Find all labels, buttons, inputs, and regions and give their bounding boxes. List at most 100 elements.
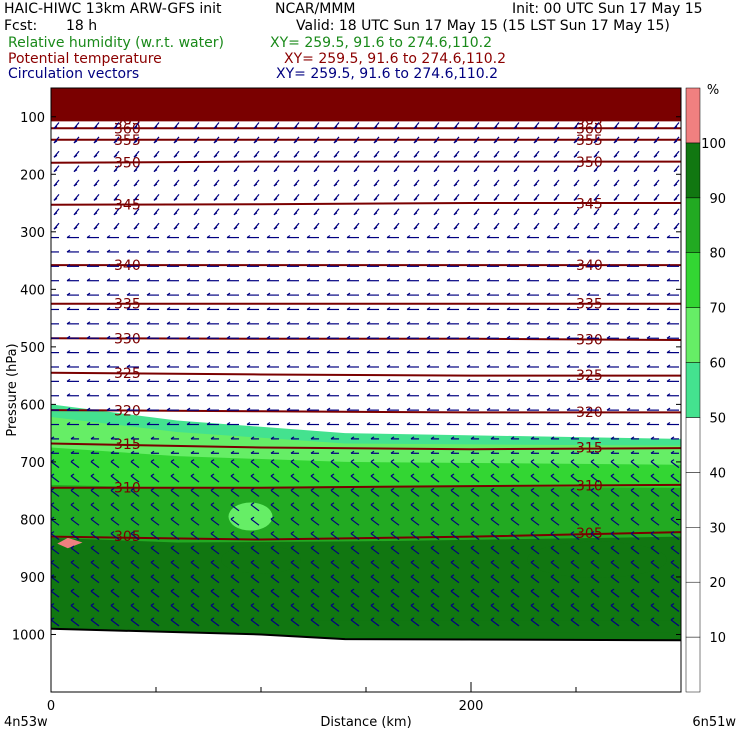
- vector-head: [646, 321, 651, 325]
- vector-head: [593, 154, 598, 158]
- vector-head: [250, 436, 255, 440]
- vector-head: [333, 183, 338, 187]
- vector-layer: [51, 122, 680, 627]
- vector-head: [253, 226, 258, 230]
- vector-head: [266, 364, 271, 368]
- circulation-vector: [250, 475, 260, 483]
- vector-head: [433, 140, 438, 144]
- vector-head: [266, 263, 271, 267]
- vector-head: [266, 335, 271, 339]
- circulation-vector: [250, 547, 260, 555]
- vector-head: [226, 407, 231, 411]
- vector-head: [270, 459, 275, 463]
- vector-head: [590, 516, 595, 520]
- vector-head: [513, 183, 518, 187]
- circulation-vector: [270, 533, 280, 541]
- circulation-vector: [90, 475, 100, 483]
- contour-label: 345: [576, 196, 603, 212]
- circulation-vector: [190, 604, 200, 612]
- vector-head: [466, 350, 471, 354]
- vector-head: [470, 487, 475, 491]
- vector-head: [206, 321, 211, 325]
- vector-head: [286, 407, 291, 411]
- vector-head: [226, 278, 231, 282]
- vector-head: [610, 559, 615, 563]
- circulation-vector: [570, 461, 580, 469]
- vector-head: [130, 588, 135, 592]
- vector-head: [230, 459, 235, 463]
- vector-head: [566, 422, 571, 426]
- circulation-vector: [290, 504, 300, 512]
- vector-head: [493, 197, 498, 201]
- circulation-vector: [630, 475, 640, 483]
- circulation-vector: [170, 504, 180, 512]
- field-vectors-xy: XY= 259.5, 91.6 to 274.6,110.2: [276, 66, 499, 82]
- vector-head: [370, 531, 375, 535]
- vector-head: [106, 422, 111, 426]
- vector-head: [486, 235, 491, 239]
- vector-head: [270, 617, 275, 621]
- vector-head: [306, 306, 311, 310]
- circulation-vector: [450, 461, 460, 469]
- vector-head: [310, 531, 315, 535]
- y-tick-label: 900: [20, 571, 45, 586]
- vector-head: [386, 292, 391, 296]
- circulation-vector: [630, 518, 640, 526]
- vector-head: [206, 306, 211, 310]
- vector-head: [433, 154, 438, 158]
- circulation-vector: [430, 576, 440, 584]
- vector-head: [266, 407, 271, 411]
- vector-head: [473, 154, 478, 158]
- vector-head: [530, 617, 535, 621]
- vector-head: [266, 321, 271, 325]
- vector-head: [186, 249, 191, 253]
- circulation-vector: [370, 576, 380, 584]
- circulation-vector: [310, 504, 320, 512]
- vector-head: [286, 292, 291, 296]
- vector-head: [146, 321, 151, 325]
- vector-head: [230, 487, 235, 491]
- vector-head: [630, 531, 635, 535]
- vector-head: [513, 154, 518, 158]
- vector-head: [406, 378, 411, 382]
- y-tick-label: 200: [20, 168, 45, 183]
- vector-head: [126, 249, 131, 253]
- vector-head: [246, 350, 251, 354]
- vector-head: [606, 321, 611, 325]
- contour-label: 345: [114, 198, 141, 214]
- vector-head: [673, 183, 678, 187]
- vector-head: [326, 235, 331, 239]
- vector-head: [253, 183, 258, 187]
- vector-head: [470, 473, 475, 477]
- vector-head: [86, 278, 91, 282]
- vector-head: [110, 502, 115, 506]
- circulation-vector: [450, 547, 460, 555]
- vector-head: [546, 278, 551, 282]
- vector-head: [550, 459, 555, 463]
- vector-head: [386, 364, 391, 368]
- vector-head: [553, 169, 558, 173]
- vector-head: [450, 450, 455, 454]
- vector-head: [166, 350, 171, 354]
- vector-head: [353, 140, 358, 144]
- circulation-vector: [610, 604, 620, 612]
- vector-head: [673, 226, 678, 230]
- circulation-vector: [670, 504, 680, 512]
- vector-head: [466, 378, 471, 382]
- vector-head: [606, 393, 611, 397]
- vector-head: [650, 473, 655, 477]
- vector-head: [586, 393, 591, 397]
- vector-head: [486, 292, 491, 296]
- vector-head: [570, 516, 575, 520]
- vector-head: [446, 364, 451, 368]
- vector-head: [453, 226, 458, 230]
- vector-head: [490, 617, 495, 621]
- vector-head: [106, 350, 111, 354]
- vector-head: [226, 364, 231, 368]
- vector-head: [233, 183, 238, 187]
- vector-head: [210, 545, 215, 549]
- circulation-vector: [290, 518, 300, 526]
- vector-head: [326, 249, 331, 253]
- circulation-vector: [90, 561, 100, 569]
- vector-head: [430, 559, 435, 563]
